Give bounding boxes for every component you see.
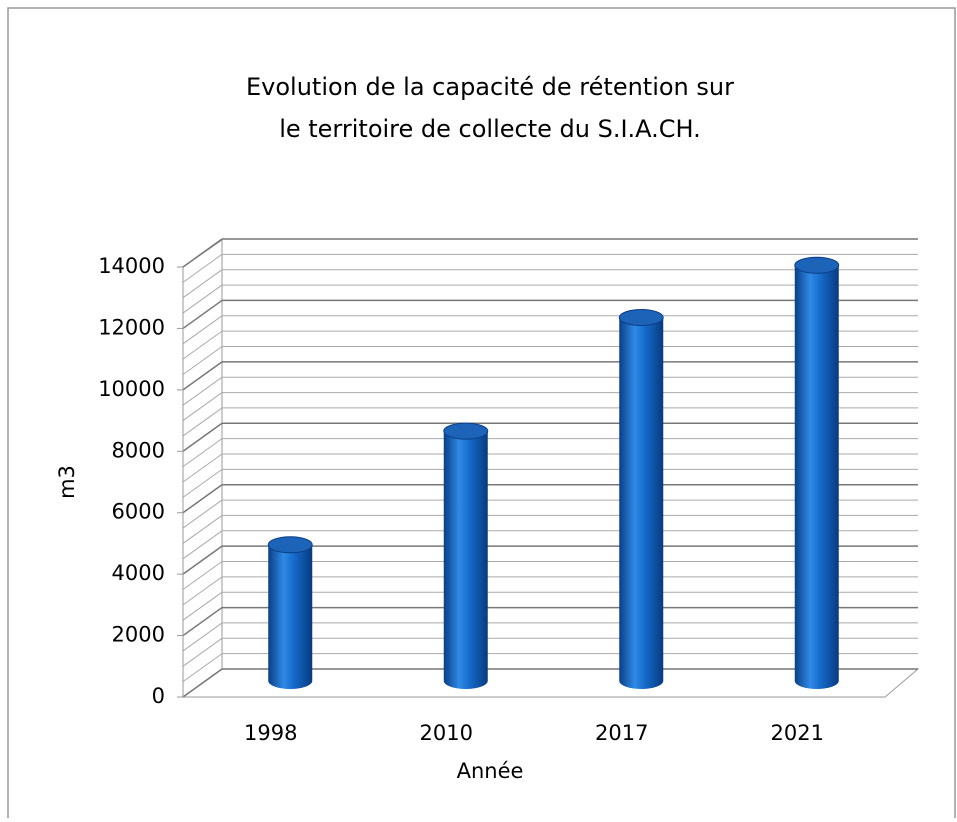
y-tick-label: 14000 — [98, 254, 165, 278]
minor-grid-line — [182, 376, 223, 406]
chart-title: Evolution de la capacité de rétention su… — [246, 73, 734, 101]
minor-grid-line — [182, 284, 223, 314]
minor-grid-line — [182, 407, 223, 437]
y-axis-label: m3 — [55, 465, 79, 499]
x-tick-label: 2010 — [420, 721, 473, 745]
bar — [267, 536, 313, 689]
minor-grid-line — [182, 561, 223, 590]
grid-line — [182, 422, 223, 452]
minor-grid-line — [182, 315, 223, 345]
minor-grid-line — [182, 269, 223, 299]
minor-grid-line — [182, 622, 223, 652]
minor-grid-line — [182, 468, 223, 498]
grid-line — [182, 545, 223, 575]
minor-grid-line — [182, 637, 223, 667]
y-tick-label: 8000 — [112, 438, 165, 462]
chart-title: le territoire de collecte du S.I.A.CH. — [279, 115, 701, 143]
x-tick-label: 2021 — [771, 721, 824, 745]
frame — [7, 7, 956, 822]
grid-line — [182, 484, 223, 514]
minor-grid-line — [182, 453, 223, 483]
minor-grid-line — [182, 438, 223, 468]
x-tick-label: 2017 — [595, 721, 648, 745]
grid-line — [182, 668, 223, 698]
bar — [794, 256, 840, 689]
grid-line — [182, 606, 223, 637]
x-tick-label: 1998 — [244, 721, 297, 745]
grid-line — [182, 238, 223, 268]
grid-line — [182, 361, 223, 391]
bar — [443, 422, 489, 689]
minor-grid-line — [182, 330, 223, 360]
minor-grid-line — [182, 392, 223, 421]
minor-grid-line — [182, 591, 223, 621]
y-tick-label: 6000 — [112, 500, 165, 524]
minor-grid-line — [182, 653, 223, 683]
minor-grid-line — [182, 576, 223, 606]
minor-grid-line — [182, 346, 223, 375]
y-tick-label: 0 — [152, 684, 165, 708]
y-tick-label: 12000 — [98, 315, 165, 339]
minor-grid-line — [182, 499, 223, 529]
grid-line — [182, 299, 223, 330]
bar — [618, 309, 664, 689]
minor-grid-line — [182, 253, 223, 283]
minor-grid-line — [182, 515, 223, 544]
y-tick-label: 2000 — [112, 623, 165, 647]
y-tick-label: 10000 — [98, 377, 165, 401]
x-axis-label: Année — [457, 759, 524, 783]
minor-grid-line — [182, 530, 223, 560]
y-tick-label: 4000 — [112, 561, 165, 585]
